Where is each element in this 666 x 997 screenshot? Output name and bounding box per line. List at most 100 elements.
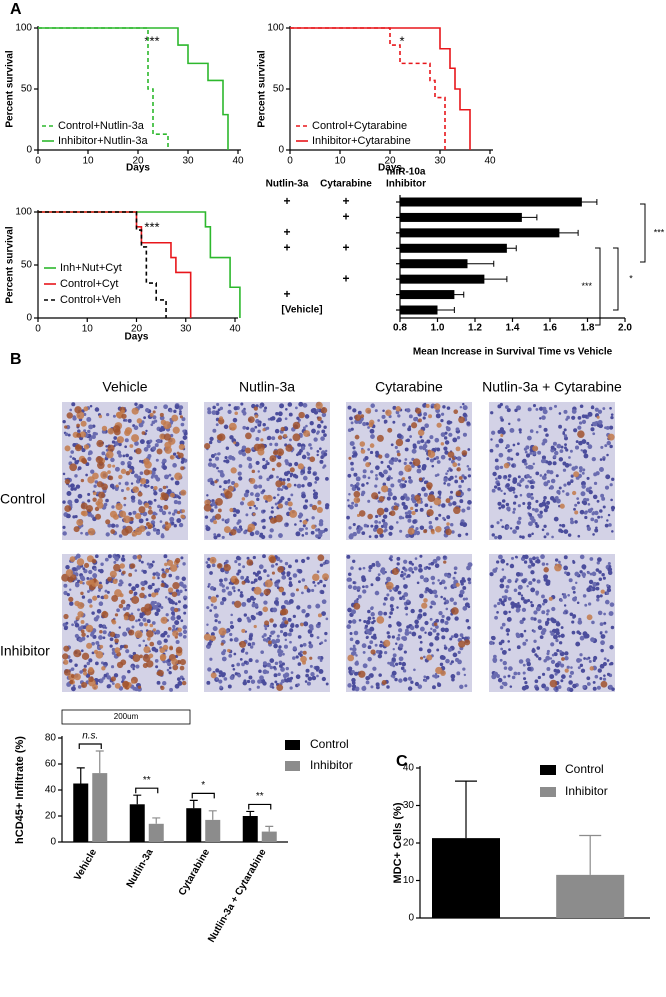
nucleus	[530, 601, 533, 604]
nucleus	[256, 498, 259, 501]
significance-bracket	[613, 248, 618, 310]
nucleus	[229, 633, 232, 636]
nucleus	[86, 417, 91, 422]
nucleus	[256, 461, 260, 465]
nucleus	[395, 663, 398, 666]
nucleus	[502, 568, 505, 571]
nucleus	[287, 471, 291, 475]
stain	[149, 507, 152, 510]
nucleus	[389, 467, 392, 470]
stain	[163, 486, 166, 489]
nucleus	[368, 565, 372, 569]
nucleus	[325, 450, 327, 452]
nucleus	[500, 626, 503, 629]
legend-label: Inhibitor+Cytarabine	[312, 135, 411, 147]
stain	[160, 413, 164, 417]
nucleus	[506, 506, 510, 510]
nucleus	[128, 512, 132, 516]
nucleus	[99, 678, 103, 682]
error-bar	[579, 836, 601, 875]
nucleus	[543, 574, 548, 579]
nucleus	[303, 403, 308, 408]
nucleus	[526, 474, 530, 478]
nucleus	[525, 485, 529, 489]
stain	[543, 567, 548, 572]
nucleus	[289, 599, 294, 604]
nucleus	[607, 673, 610, 676]
nucleus	[560, 449, 564, 453]
nucleus	[112, 440, 115, 443]
stain	[316, 402, 323, 409]
nucleus	[581, 484, 585, 488]
nucleus	[161, 461, 163, 463]
nucleus	[222, 589, 226, 593]
nucleus	[263, 661, 267, 665]
nucleus	[370, 470, 373, 473]
nucleus	[528, 534, 532, 538]
nucleus	[305, 425, 308, 428]
nucleus	[399, 643, 404, 648]
nucleus	[211, 454, 215, 458]
stain	[456, 491, 462, 497]
stain	[246, 559, 253, 566]
nucleus	[595, 526, 598, 529]
nucleus	[599, 467, 604, 472]
nucleus	[73, 415, 77, 419]
nucleus	[497, 487, 501, 491]
nucleus	[377, 419, 380, 422]
nucleus	[81, 637, 85, 641]
nucleus	[368, 645, 372, 649]
nucleus	[208, 462, 213, 467]
nucleus	[504, 666, 508, 670]
nucleus	[373, 620, 376, 623]
stain	[74, 406, 81, 413]
nucleus	[591, 406, 595, 410]
nucleus	[545, 505, 549, 509]
nucleus	[519, 484, 521, 486]
stain	[318, 613, 322, 617]
nucleus	[601, 497, 605, 501]
stain	[63, 660, 68, 665]
stain	[219, 416, 223, 420]
stain	[129, 469, 133, 473]
nucleus	[95, 407, 100, 412]
stain	[500, 434, 503, 437]
stain	[218, 509, 222, 513]
nucleus	[596, 471, 600, 475]
nucleus	[503, 493, 505, 495]
nucleus	[464, 684, 467, 687]
nucleus	[301, 534, 304, 537]
nucleus	[182, 577, 186, 581]
nucleus	[517, 418, 520, 421]
nucleus	[366, 482, 369, 485]
nucleus	[570, 518, 573, 521]
nucleus	[387, 631, 390, 634]
nucleus	[138, 644, 141, 647]
nucleus	[583, 657, 586, 660]
nucleus	[409, 414, 413, 418]
nucleus	[583, 501, 587, 505]
stain	[234, 411, 238, 415]
column-header: Cytarabine	[375, 379, 443, 395]
nucleus	[512, 511, 515, 514]
nucleus	[490, 411, 493, 414]
stain	[121, 414, 126, 419]
nucleus	[301, 446, 305, 450]
stain	[361, 449, 366, 454]
nucleus	[610, 499, 613, 502]
nucleus	[273, 623, 277, 627]
nucleus	[511, 464, 514, 467]
nucleus	[248, 643, 252, 647]
nucleus	[414, 567, 418, 571]
nucleus	[240, 658, 243, 661]
stain	[155, 592, 158, 595]
nucleus	[392, 421, 395, 424]
stain	[125, 427, 132, 434]
nucleus	[262, 519, 266, 523]
nucleus	[460, 590, 465, 595]
nucleus	[89, 438, 92, 441]
nucleus	[243, 681, 248, 686]
nucleus	[511, 557, 514, 560]
nucleus	[502, 596, 505, 599]
nucleus	[351, 678, 355, 682]
